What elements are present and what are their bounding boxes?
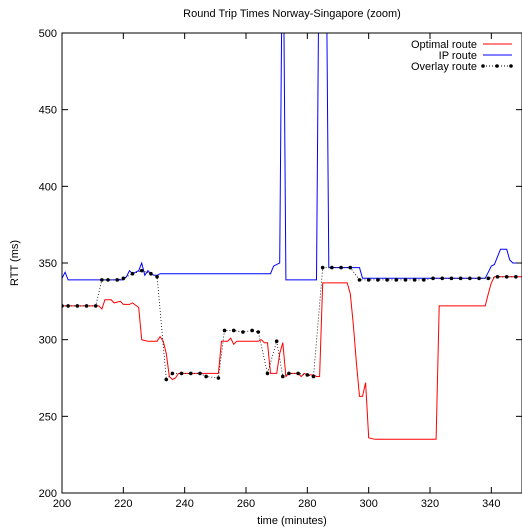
x-tick-label: 320 [421, 498, 439, 510]
overlay-route-point [66, 304, 70, 308]
overlay-route-point [431, 277, 435, 281]
overlay-route-point [223, 329, 227, 333]
overlay-route-point [122, 277, 126, 281]
overlay-route-point [339, 266, 343, 270]
overlay-route-point [459, 277, 463, 281]
x-tick-label: 340 [482, 498, 500, 510]
series-line-0 [62, 277, 522, 440]
y-tick-label: 400 [39, 181, 57, 193]
x-tick-label: 280 [298, 498, 316, 510]
y-tick-label: 250 [39, 411, 57, 423]
overlay-route-point [413, 278, 417, 282]
overlay-route-point [198, 372, 202, 376]
overlay-route-point [241, 330, 245, 334]
overlay-route-point [385, 278, 389, 282]
y-tick-label: 350 [39, 258, 57, 270]
overlay-route-point [450, 277, 454, 281]
overlay-route-point [180, 372, 184, 376]
overlay-route-point [468, 277, 472, 281]
plot-frame [62, 33, 522, 493]
overlay-route-point [514, 275, 518, 279]
y-tick-label: 500 [39, 28, 57, 40]
overlay-route-point [275, 339, 279, 343]
overlay-route-point [115, 278, 119, 282]
x-tick-label: 260 [237, 498, 255, 510]
overlay-route-point [348, 266, 352, 270]
overlay-route-point [256, 330, 260, 334]
x-tick-label: 220 [114, 498, 132, 510]
x-axis-title: time (minutes) [257, 515, 327, 527]
y-tick-label: 300 [39, 335, 57, 347]
overlay-route-point [100, 278, 104, 282]
overlay-route-point [155, 275, 159, 279]
overlay-route-point [358, 278, 362, 282]
overlay-route-point [505, 275, 509, 279]
overlay-route-point [140, 269, 144, 273]
overlay-route-point [440, 277, 444, 281]
overlay-route-point [149, 272, 153, 276]
y-axis-title: RTT (ms) [9, 240, 21, 286]
overlay-route-point [404, 278, 408, 282]
overlay-route-point [94, 304, 98, 308]
overlay-route-point [296, 372, 300, 376]
y-tick-label: 200 [39, 488, 57, 500]
overlay-route-point [330, 266, 334, 270]
overlay-route-point [171, 372, 175, 376]
legend-marker [481, 64, 485, 68]
y-tick-label: 450 [39, 105, 57, 117]
series-line-2 [62, 268, 516, 380]
overlay-route-point [394, 278, 398, 282]
overlay-route-point [281, 375, 285, 379]
overlay-route-point [422, 278, 426, 282]
overlay-route-point [85, 304, 89, 308]
overlay-route-point [486, 277, 490, 281]
overlay-route-point [189, 372, 193, 376]
legend-label: Overlay route [411, 61, 477, 73]
overlay-route-point [76, 304, 80, 308]
overlay-route-point [217, 376, 221, 380]
overlay-route-point [232, 329, 236, 333]
overlay-route-point [106, 278, 110, 282]
overlay-route-point [496, 275, 500, 279]
overlay-route-point [306, 373, 310, 377]
overlay-route-point [164, 378, 168, 382]
overlay-route-point [367, 278, 371, 282]
overlay-route-point [204, 375, 208, 379]
chart-title: Round Trip Times Norway-Singapore (zoom) [183, 8, 401, 20]
overlay-route-point [287, 372, 291, 376]
legend-marker [509, 64, 513, 68]
overlay-route-point [250, 329, 254, 333]
x-tick-label: 240 [175, 498, 193, 510]
legend-marker [495, 64, 499, 68]
overlay-route-point [312, 375, 316, 379]
overlay-route-point [321, 266, 325, 270]
overlay-route-point [131, 272, 135, 276]
overlay-route-point [477, 277, 481, 281]
x-tick-label: 300 [359, 498, 377, 510]
overlay-route-point [376, 278, 380, 282]
overlay-route-point [266, 372, 270, 376]
